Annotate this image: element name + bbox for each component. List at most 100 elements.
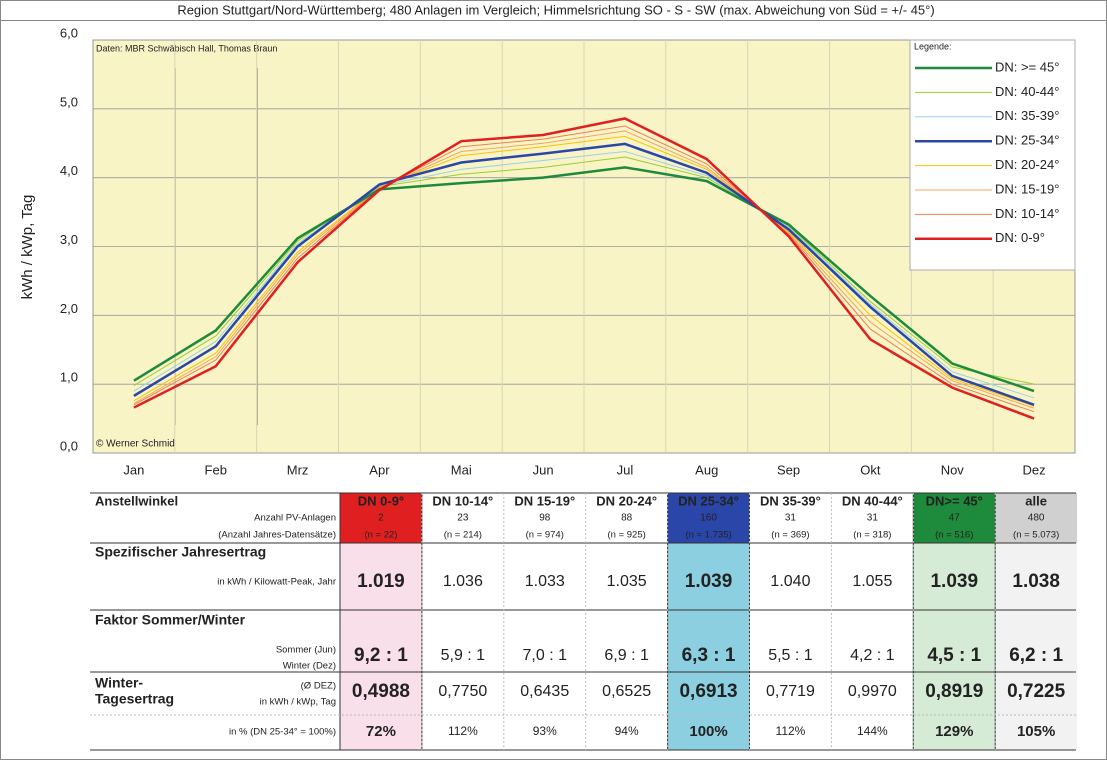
table-cell: 7,0 : 1	[523, 647, 568, 664]
legend-label: DN: 40-44°	[995, 84, 1059, 99]
legend: Legende: DN: >= 45° DN: 40-44° DN: 35-39° D…	[909, 39, 1076, 271]
legend-label: DN: 35-39°	[995, 108, 1059, 123]
section-title: Tagesertrag	[95, 691, 174, 707]
x-tick-label: Feb	[205, 462, 227, 477]
dataset-cell: (n = 1.735)	[685, 530, 731, 541]
column-header-fill	[913, 493, 996, 543]
count-cell: 2	[378, 513, 384, 524]
table-cell: 5,5 : 1	[768, 647, 813, 664]
table-cell: 72%	[366, 723, 396, 740]
table-cell: 1.033	[525, 573, 565, 590]
count-cell: 88	[621, 513, 633, 524]
lines	[133, 117, 1035, 420]
count-cell: 47	[949, 513, 961, 524]
column-header: DN 40-44°	[842, 493, 903, 508]
section-note: in kWh / Kilowatt-Peak, Jahr	[217, 577, 336, 588]
x-tick-label: Nov	[941, 462, 965, 477]
section-title: Winter-	[95, 675, 143, 691]
table-cell: 6,2 : 1	[1009, 645, 1063, 666]
table-cell: 1.039	[930, 571, 978, 592]
dataset-cell: (n = 974)	[526, 530, 564, 541]
table-cell: 0,7719	[766, 683, 815, 700]
table-cell: 4,2 : 1	[850, 647, 895, 664]
series-line	[133, 151, 1035, 399]
chart-title: Region Stuttgart/Nord-Württemberg; 480 A…	[177, 2, 934, 17]
dataset-cell: (n = 516)	[935, 530, 973, 541]
table-corner: Anstellwinkel	[95, 493, 178, 508]
section-note: in kWh / kWp, Tag	[260, 697, 336, 708]
series-line	[133, 142, 1035, 406]
dataset-cell: (n = 925)	[608, 530, 646, 541]
x-tick-label: Dez	[1023, 462, 1046, 477]
row-label: (Anzahl Jahres-Datensätze)	[218, 530, 336, 541]
table-cell: 1.040	[770, 573, 810, 590]
table-cell: 9,2 : 1	[354, 645, 408, 666]
table-cell: 1.036	[443, 573, 483, 590]
column-header: DN 0-9°	[358, 493, 404, 508]
table-cell: 5,9 : 1	[441, 647, 486, 664]
column-header: DN 25-34°	[678, 493, 739, 508]
count-cell: 480	[1028, 513, 1045, 524]
dataset-cell: (n = 5.073)	[1013, 530, 1059, 541]
count-cell: 31	[867, 513, 879, 524]
table-cell: 0,7225	[1007, 681, 1066, 702]
count-cell: 23	[457, 513, 469, 524]
table-cell: 0,6525	[602, 683, 651, 700]
legend-label: DN: 10-14°	[995, 206, 1059, 221]
legend-box	[909, 39, 1076, 271]
legend-label: DN: 25-34°	[995, 133, 1059, 148]
y-tick-label: 0,0	[60, 438, 78, 453]
table-cell: 0,4988	[352, 681, 410, 702]
x-tick-label: Sep	[777, 462, 800, 477]
table-cell: 0,6435	[520, 683, 569, 700]
table-cell: 6,9 : 1	[604, 647, 649, 664]
column-header: DN 10-14°	[432, 493, 493, 508]
x-tick-label: Jun	[533, 462, 554, 477]
table-cell: 100%	[689, 723, 727, 740]
x-tick-label: Jan	[123, 462, 144, 477]
dataset-cell: (n = 22)	[364, 530, 397, 541]
table-cell: 1.055	[852, 573, 892, 590]
legend-title: Legende:	[914, 41, 952, 51]
column-header: DN>= 45°	[926, 493, 983, 508]
y-tick-label: 6,0	[60, 25, 78, 40]
y-tick-label: 2,0	[60, 301, 78, 316]
count-cell: 31	[785, 513, 797, 524]
table-cell: 1.035	[607, 573, 647, 590]
column-header-fill	[340, 493, 422, 543]
section-title: Faktor Sommer/Winter	[95, 612, 246, 628]
dataset-cell: (n = 369)	[771, 530, 809, 541]
row-label: Anzahl PV-Anlagen	[254, 513, 336, 524]
series-line	[133, 156, 1035, 386]
column-header: DN 20-24°	[596, 493, 657, 508]
table-cell: 0,9970	[848, 683, 897, 700]
copyright-note: © Werner Schmid	[96, 439, 175, 450]
table: Anstellwinkel Anzahl PV-Anlagen (Anzahl Ja…	[90, 492, 1078, 751]
y-tick-label: 3,0	[60, 232, 78, 247]
column-header: DN 15-19°	[514, 493, 575, 508]
table-cell: 93%	[533, 724, 557, 738]
table-cell: 144%	[857, 724, 888, 738]
column-header-fill	[995, 493, 1078, 543]
table-cell: 1.039	[685, 571, 733, 592]
count-cell: 160	[700, 513, 717, 524]
source-note: Daten: MBR Schwäbisch Hall, Thomas Braun	[96, 43, 277, 53]
table-cell: 1.038	[1012, 571, 1060, 592]
x-tick-label: Jul	[617, 462, 634, 477]
column-header-fill	[667, 493, 750, 543]
table-cell: 4,5 : 1	[927, 645, 981, 666]
table-cell: 105%	[1017, 723, 1055, 740]
legend-label: DN: >= 45°	[995, 59, 1059, 74]
x-tick-label: Aug	[695, 462, 718, 477]
table-cell: 1.019	[357, 571, 405, 592]
x-tick-label: Mrz	[287, 462, 309, 477]
table-cell: 6,3 : 1	[682, 645, 736, 666]
series-line	[133, 130, 1035, 409]
y-tick-label: 1,0	[60, 370, 78, 385]
x-tick-label: Okt	[860, 462, 881, 477]
section-note: Winter (Dez)	[283, 661, 336, 672]
series-line	[133, 117, 1035, 420]
series-line	[133, 166, 1035, 393]
x-tick-label: Mai	[451, 462, 472, 477]
column-body-fill	[340, 543, 422, 750]
